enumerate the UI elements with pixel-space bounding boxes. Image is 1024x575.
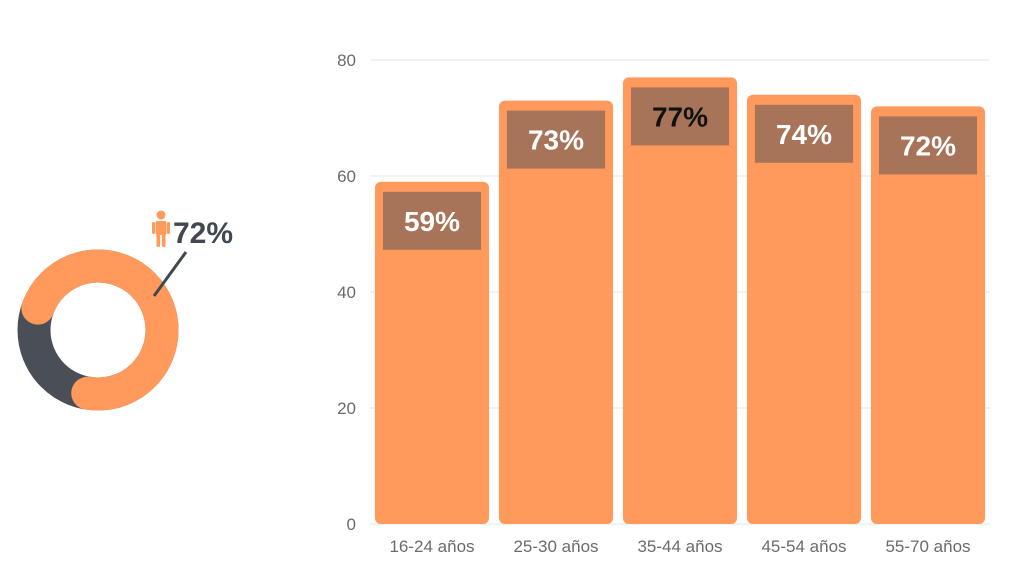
bar — [498, 100, 614, 524]
bar — [374, 181, 490, 525]
donut-leader-line — [152, 251, 188, 297]
data-label-box — [754, 104, 854, 163]
person-icon — [152, 210, 170, 247]
donut-value-label: 72% — [173, 217, 233, 250]
data-label-box — [878, 116, 978, 175]
bar — [746, 94, 862, 525]
y-tick-label: 0 — [347, 515, 356, 534]
data-label-box — [630, 87, 730, 146]
donut-chart-panel: 72% — [0, 0, 300, 570]
y-tick-label: 80 — [337, 51, 356, 70]
y-tick-label: 20 — [337, 399, 356, 418]
bar — [622, 77, 738, 525]
data-label: 77% — [652, 101, 708, 132]
x-tick-label: 16-24 años — [389, 537, 474, 556]
data-label: 59% — [404, 206, 460, 237]
data-label: 73% — [528, 125, 584, 156]
y-tick-label: 40 — [337, 283, 356, 302]
x-tick-label: 25-30 años — [513, 537, 598, 556]
data-label-box — [382, 191, 482, 250]
data-label: 74% — [776, 119, 832, 150]
bar — [870, 106, 986, 525]
donut-chart: 72% — [17, 210, 233, 411]
x-tick-label: 45-54 años — [761, 537, 846, 556]
x-tick-label: 55-70 años — [885, 537, 970, 556]
data-label: 72% — [900, 130, 956, 161]
data-label-box — [506, 110, 606, 169]
y-tick-label: 60 — [337, 167, 356, 186]
x-tick-label: 35-44 años — [637, 537, 722, 556]
bar-chart: 0 20 40 60 80 59% 16-24 años 73% 25-30 años 77% 35… — [337, 51, 990, 556]
donut-value-arc — [21, 249, 179, 411]
